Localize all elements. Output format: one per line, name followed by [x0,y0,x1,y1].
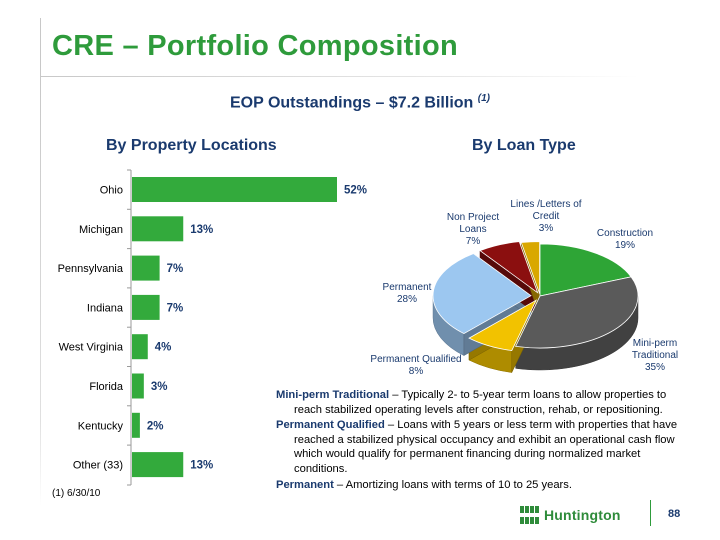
bar-category-label: Michigan [79,224,123,236]
bar-value-label: 13% [190,224,213,236]
pie-slice [468,299,538,352]
bar [132,412,140,438]
pie-slice-label: Construction 19% [597,228,653,251]
loan-type-pie-chart: Construction 19% Mini-perm Traditional 35% Pe… [370,199,678,377]
bar [132,334,148,360]
pie-slice-label: Permanent Qualified 8% [370,354,461,377]
note-mini-perm: Mini-perm Traditional – Typically 2- to … [276,388,696,417]
pie-slice [432,253,532,335]
loan-type-heading: By Loan Type [472,137,576,154]
note-permanent-qualified: Permanent Qualified – Loans with 5 years… [276,418,696,476]
frame-curve [40,18,71,78]
locations-heading: By Property Locations [106,137,277,154]
note-term: Permanent Qualified [276,419,385,432]
bar-category-label: Florida [89,381,124,393]
footnote: (1) 6/30/10 [52,488,101,499]
frame-top-rule [40,76,640,77]
bar-value-label: 4% [155,342,172,354]
pie-slice [479,241,539,294]
pie-slice [515,276,639,349]
subtitle-footnote-ref: (1) [477,93,490,104]
logo-wordmark: Huntington [544,507,621,523]
bar-category-label: West Virginia [59,342,124,354]
bar-value-label: 52% [344,185,367,197]
slide-subtitle: EOP Outstandings – $7.2 Billion (1) [0,93,720,112]
bar [132,216,184,242]
bar [132,177,337,202]
pie-slice-label: Permanent 28% [383,282,432,305]
footer-divider [650,500,651,526]
definitions-notes: Mini-perm Traditional – Typically 2- to … [276,388,696,493]
note-text: – Loans with 5 years or less term with p… [294,419,678,475]
bar-category-label: Pennsylvania [58,263,124,275]
note-text: – Amortizing loans with terms of 10 to 2… [333,478,572,491]
pie-slice [539,243,632,297]
bar-value-label: 7% [167,263,184,275]
huntington-logo: Huntington [520,504,621,526]
frame-left-rule [40,76,41,506]
bar [132,373,144,399]
huntington-logo-mark-icon [520,506,539,524]
bar-value-label: 3% [151,381,168,393]
page-number: 88 [668,508,681,520]
bar [132,255,160,281]
pie-slice [520,241,541,294]
pie-slice-label: Lines /Letters of Credit 3% [510,199,581,234]
slide-title: CRE – Portfolio Composition [52,30,459,62]
note-term: Permanent [276,478,334,491]
bar [132,452,184,478]
bar-category-label: Ohio [100,185,123,197]
bar-category-label: Indiana [87,302,124,314]
bar [132,294,160,320]
note-permanent: Permanent – Amortizing loans with terms … [276,478,696,493]
pie-slice-label: Non Project Loans 7% [447,212,499,247]
bar-value-label: 2% [147,420,164,432]
bar-category-label: Other (33) [73,460,123,472]
bar-category-label: Kentucky [78,420,124,432]
pie-slice-label: Mini-perm Traditional 35% [632,338,678,373]
note-text: – Typically 2- to 5-year term loans to a… [294,389,667,416]
bar-value-label: 7% [167,302,184,314]
note-term: Mini-perm Traditional [276,389,390,401]
subtitle-text: EOP Outstandings – $7.2 Billion [230,94,474,112]
bar-value-label: 13% [190,460,213,472]
